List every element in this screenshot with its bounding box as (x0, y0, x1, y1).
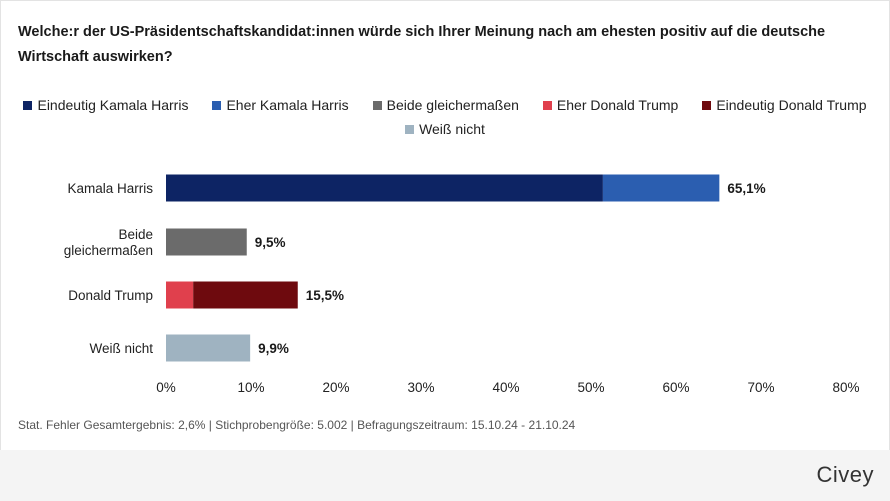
legend-row-2: Weiß nicht (0, 118, 890, 140)
legend-label: Eindeutig Kamala Harris (37, 97, 189, 113)
legend-label: Beide gleichermaßen (386, 97, 519, 113)
legend-label: Eher Kamala Harris (226, 97, 349, 113)
category-label: Donald Trump (68, 288, 153, 303)
bar-segment (193, 281, 298, 309)
category-label: Kamala Harris (67, 181, 153, 196)
chart-title: Welche:r der US-Präsidentschaftskandidat… (18, 24, 826, 65)
legend-row-1: Eindeutig Kamala Harris Eher Kamala Harr… (0, 94, 890, 116)
legend-item: Eher Kamala Harris (212, 97, 349, 113)
brand-logo: Civey (816, 462, 874, 487)
legend: Eindeutig Kamala Harris Eher Kamala Harr… (0, 94, 890, 142)
total-label: 9,5% (255, 235, 286, 250)
x-tick-label: 40% (492, 380, 519, 395)
legend-item: Beide gleichermaßen (372, 97, 519, 113)
bar-segment (166, 281, 194, 309)
legend-swatch (702, 100, 712, 110)
legend-swatch (23, 100, 33, 110)
category-label: Beide (118, 227, 153, 242)
legend-label: Eindeutig Donald Trump (716, 97, 867, 113)
legend-swatch (405, 124, 415, 134)
total-label: 15,5% (306, 288, 344, 303)
legend-item: Eindeutig Donald Trump (702, 97, 867, 113)
x-tick-label: 20% (322, 380, 349, 395)
legend-swatch (372, 100, 382, 110)
x-tick-label: 30% (407, 380, 434, 395)
legend-swatch (212, 100, 222, 110)
legend-item: Eindeutig Kamala Harris (23, 97, 188, 113)
legend-item: Eher Donald Trump (542, 97, 679, 113)
x-tick-label: 80% (832, 380, 859, 395)
bar-segment (166, 334, 251, 362)
legend-label: Weiß nicht (419, 121, 485, 137)
bar-segment (602, 174, 720, 202)
category-label: Weiß nicht (89, 341, 153, 356)
legend-label: Eher Donald Trump (556, 97, 679, 113)
legend-item: Weiß nicht (405, 121, 485, 137)
x-tick-label: 70% (747, 380, 774, 395)
x-tick-label: 10% (237, 380, 264, 395)
total-label: 65,1% (727, 181, 765, 196)
x-tick-label: 0% (156, 380, 176, 395)
footer-bar: Civey (0, 450, 890, 501)
x-tick-label: 60% (662, 380, 689, 395)
bar-segment (166, 174, 603, 202)
legend-swatch (542, 100, 552, 110)
footnote: Stat. Fehler Gesamtergebnis: 2,6% | Stic… (18, 418, 576, 432)
bar-segment (166, 228, 247, 256)
category-label: gleichermaßen (64, 243, 153, 258)
total-label: 9,9% (258, 341, 289, 356)
x-tick-label: 50% (577, 380, 604, 395)
